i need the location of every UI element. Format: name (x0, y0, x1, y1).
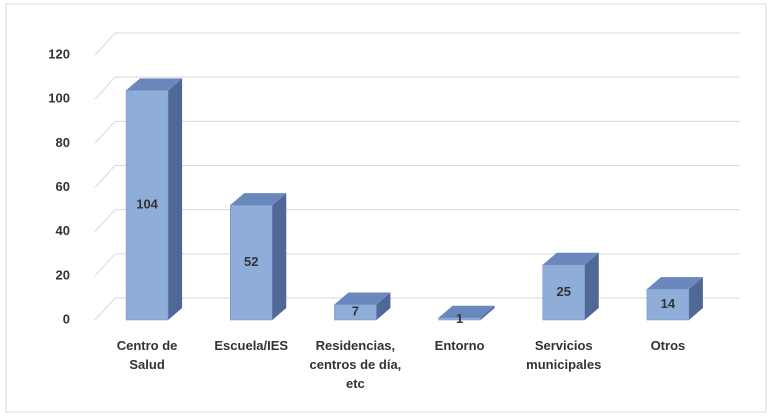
x-tick-label: Servicios municipales (526, 338, 602, 372)
x-tick-label: Escuela/IES (214, 338, 289, 353)
x-tick-label: Residencias, centros de día, etc (309, 338, 402, 391)
grid-line (94, 297, 740, 321)
bar-top (542, 252, 599, 265)
x-tick-label: Otros (650, 338, 686, 353)
bar (334, 304, 377, 321)
value-label: 14 (661, 296, 676, 311)
bar (438, 317, 481, 321)
y-tick-label: 0 (63, 311, 70, 326)
bar (542, 264, 585, 321)
y-tick-label: 60 (56, 179, 70, 194)
bar-side (168, 78, 183, 320)
bar (646, 288, 690, 321)
value-label: 52 (244, 254, 258, 269)
grid-line (94, 120, 740, 144)
bar-side (272, 193, 287, 320)
y-tick-label: 40 (56, 223, 70, 238)
bar-top (126, 78, 183, 91)
y-tick-label: 80 (56, 135, 70, 150)
y-tick-label: 20 (56, 267, 70, 282)
value-label: 104 (136, 197, 158, 212)
bar-side (376, 292, 391, 320)
bar-top (438, 305, 495, 318)
bar-top (230, 193, 287, 206)
x-tick-label: Entorno (434, 338, 485, 353)
value-label: 7 (352, 304, 359, 319)
y-tick-label: 120 (48, 46, 70, 61)
bar-side (480, 305, 495, 320)
bar-top (646, 277, 703, 290)
bar-top (334, 292, 391, 305)
grid-line (94, 165, 740, 188)
bar-side (584, 252, 599, 320)
x-tick-label: Centro de Salud (116, 338, 178, 372)
grid-line (94, 209, 740, 233)
bar-side (688, 277, 703, 320)
grid-line (94, 76, 740, 100)
value-label: 1 (456, 311, 463, 326)
bar (125, 90, 169, 321)
grid-line (94, 253, 740, 277)
bar (230, 204, 273, 321)
value-label: 25 (557, 284, 571, 299)
y-tick-label: 100 (48, 91, 70, 106)
grid-line (94, 32, 740, 56)
